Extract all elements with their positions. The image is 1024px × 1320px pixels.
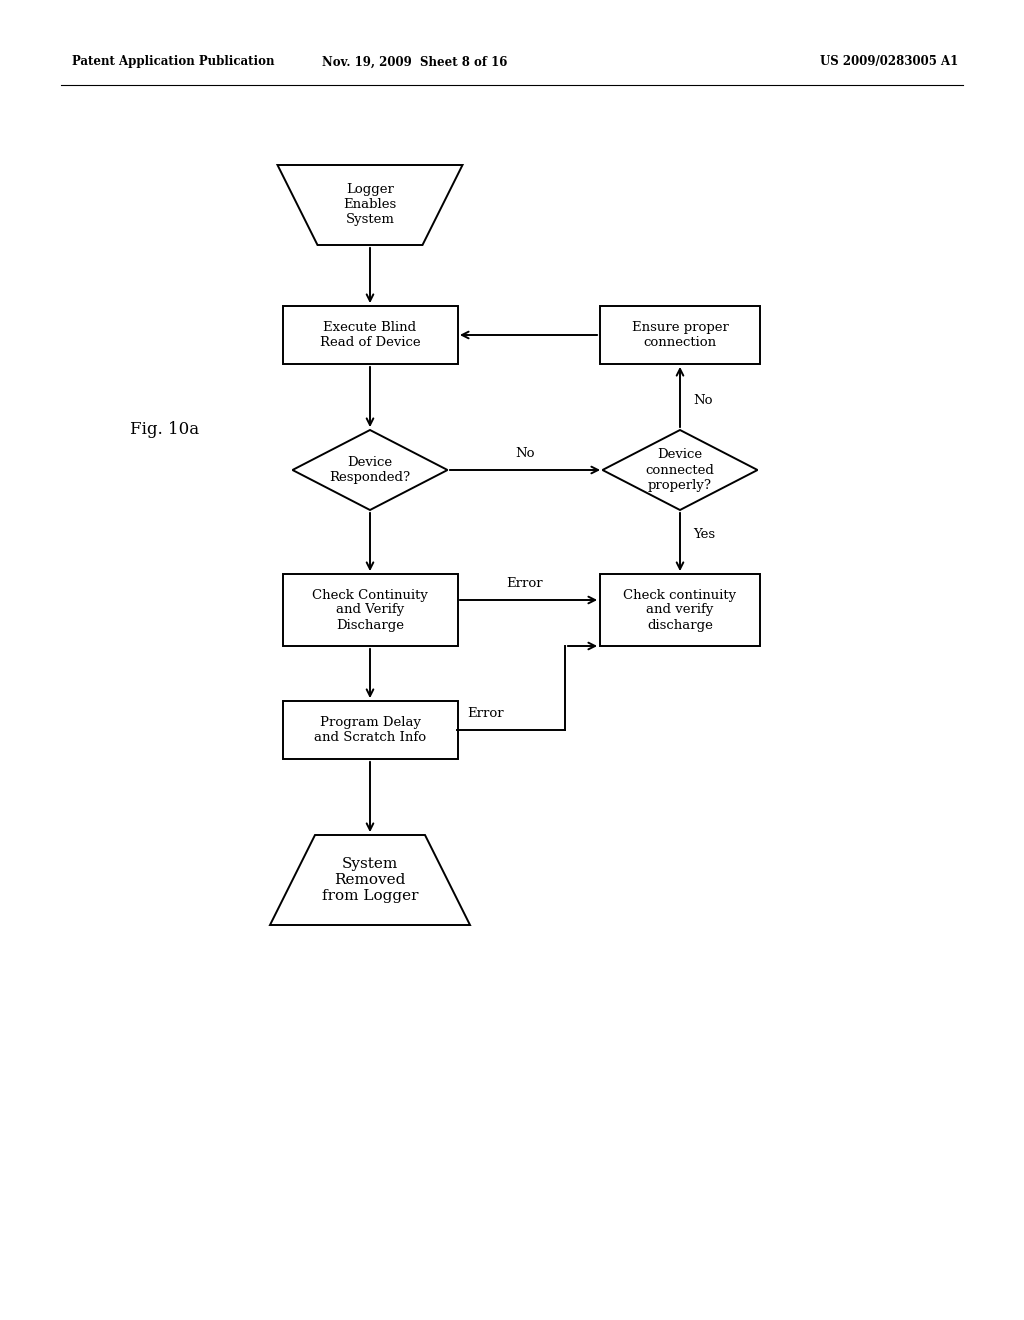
Text: Fig. 10a: Fig. 10a (130, 421, 199, 438)
Polygon shape (278, 165, 463, 246)
Bar (600, 306, 760, 364)
Text: System
Removed
from Logger: System Removed from Logger (322, 857, 418, 903)
Text: Yes: Yes (693, 528, 715, 541)
Text: Device
Responded?: Device Responded? (330, 455, 411, 484)
Text: Device
connected
properly?: Device connected properly? (645, 449, 715, 491)
Text: Patent Application Publication: Patent Application Publication (72, 55, 274, 69)
Text: No: No (693, 393, 713, 407)
Text: Execute Blind
Read of Device: Execute Blind Read of Device (319, 321, 420, 348)
Polygon shape (270, 836, 470, 925)
Polygon shape (293, 430, 447, 510)
Text: Check Continuity
and Verify
Discharge: Check Continuity and Verify Discharge (312, 589, 428, 631)
Text: US 2009/0283005 A1: US 2009/0283005 A1 (820, 55, 958, 69)
Text: No: No (515, 447, 535, 459)
Bar (600, 574, 760, 645)
Bar (283, 701, 458, 759)
Text: Error: Error (467, 708, 504, 719)
Text: Check continuity
and verify
discharge: Check continuity and verify discharge (624, 589, 736, 631)
Polygon shape (602, 430, 758, 510)
Bar (283, 306, 458, 364)
Text: Logger
Enables
System: Logger Enables System (343, 183, 396, 227)
Text: Nov. 19, 2009  Sheet 8 of 16: Nov. 19, 2009 Sheet 8 of 16 (323, 55, 508, 69)
Text: Error: Error (507, 577, 544, 590)
Text: Ensure proper
connection: Ensure proper connection (632, 321, 728, 348)
Text: Program Delay
and Scratch Info: Program Delay and Scratch Info (314, 715, 426, 744)
Bar (283, 574, 458, 645)
